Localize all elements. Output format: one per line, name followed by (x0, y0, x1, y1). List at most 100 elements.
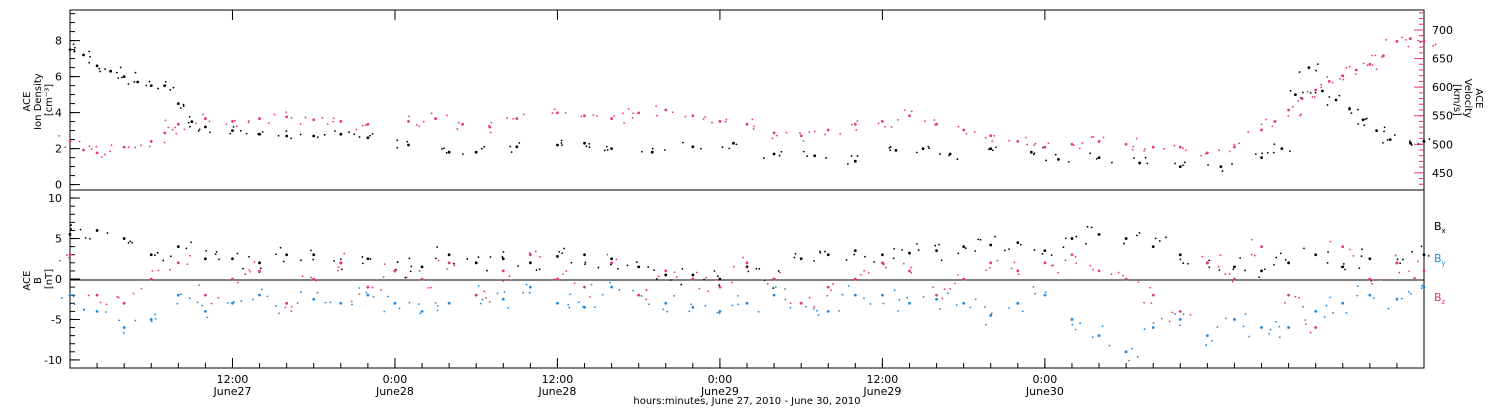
velocity-point (1026, 143, 1029, 146)
by-point (985, 323, 987, 326)
velocity-point (1292, 105, 1294, 108)
bx-point (131, 241, 133, 244)
bz-point (1314, 326, 1318, 329)
bz-point (657, 275, 660, 278)
bz-point (284, 306, 287, 309)
bx-point (1284, 259, 1287, 261)
bx-point (979, 238, 982, 241)
bz-point (583, 285, 586, 289)
by-point (329, 301, 332, 304)
velocity-tick-label-650: 650 (1432, 53, 1453, 66)
velocity-point (1204, 152, 1207, 155)
velocity-point (522, 113, 525, 116)
by-point (522, 291, 525, 294)
velocity-point (725, 118, 728, 121)
bz-point (989, 266, 991, 269)
by-point (690, 303, 693, 306)
density-point (245, 132, 248, 135)
density-point (98, 67, 101, 70)
bz-point (204, 293, 207, 297)
velocity-point (1371, 64, 1374, 67)
density-point (1410, 144, 1413, 146)
bz-point (1075, 262, 1078, 265)
by-point (436, 309, 439, 312)
by-point (1128, 359, 1130, 362)
bz-point (105, 303, 108, 306)
by-point (188, 297, 191, 300)
by-point (312, 297, 316, 301)
density-point (209, 131, 211, 134)
velocity-point (631, 116, 634, 119)
by-point (196, 301, 199, 304)
bz-point (285, 301, 289, 305)
density-point (299, 133, 302, 136)
bx-point (95, 229, 99, 232)
density-point (728, 147, 731, 150)
legend-bz: Bz (1434, 291, 1446, 306)
by-point (556, 301, 559, 305)
velocity-point (1434, 43, 1437, 46)
velocity-point (1034, 142, 1037, 145)
by-point (772, 293, 776, 297)
velocity-point (1395, 40, 1399, 43)
density-point (73, 49, 76, 52)
by-point (1407, 290, 1410, 293)
by-point (718, 309, 722, 313)
by-point (893, 289, 896, 292)
bz-point (698, 287, 701, 290)
bx-point (366, 257, 370, 261)
bz-point (881, 261, 884, 265)
density-point (1309, 91, 1312, 94)
density-point (588, 146, 591, 149)
bz-point (217, 296, 220, 299)
bz-point (884, 266, 887, 269)
by-point (853, 293, 857, 297)
by-point (1008, 307, 1011, 309)
velocity-point (924, 120, 926, 122)
velocity-point (702, 118, 705, 120)
density-point (109, 69, 113, 73)
bz-point (813, 305, 816, 308)
density-point (261, 131, 264, 133)
velocity-point (691, 114, 695, 118)
velocity-point (1132, 145, 1135, 148)
bx-point (772, 287, 775, 290)
by-point (365, 291, 368, 294)
density-point (889, 146, 892, 148)
velocity-point (418, 125, 421, 128)
density-point (88, 61, 91, 64)
by-point (1356, 294, 1359, 297)
velocity-point (881, 120, 884, 123)
density-point (928, 147, 931, 150)
density-point (509, 145, 512, 148)
velocity-point (655, 114, 658, 117)
by-point (688, 310, 691, 313)
bz-point (645, 298, 648, 301)
by-point (1260, 326, 1263, 329)
bz-point (380, 289, 383, 291)
bz-point (1074, 256, 1077, 258)
by-point (1332, 312, 1335, 314)
bz-point (718, 285, 722, 289)
velocity-point (1419, 41, 1422, 44)
bx-point (713, 270, 716, 272)
velocity-point (1033, 144, 1036, 147)
bx-point (1062, 246, 1065, 249)
by-point (300, 291, 302, 294)
bz-point (122, 301, 126, 305)
bz-point (1417, 260, 1419, 263)
density-point (1298, 71, 1301, 73)
bx-point (664, 273, 668, 277)
by-point (204, 309, 207, 313)
bx-point (1154, 237, 1157, 240)
by-point (1071, 323, 1074, 326)
by-point (122, 331, 125, 334)
bx-point (106, 232, 109, 234)
bz-point (705, 276, 708, 279)
bz-point (954, 282, 956, 285)
by-point (1070, 318, 1074, 321)
bx-point (185, 247, 188, 250)
bx-point (215, 250, 218, 253)
bx-point (647, 266, 650, 268)
